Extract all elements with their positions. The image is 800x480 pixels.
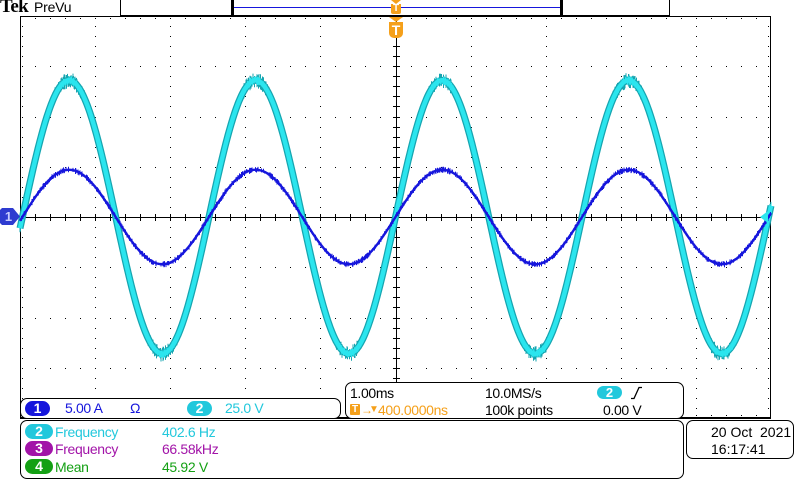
time-label: 16:17:41 xyxy=(711,441,766,457)
down-arrow-icon xyxy=(389,17,403,22)
trigger-t-icon: T xyxy=(391,3,401,14)
measurement-1-name: Frequency xyxy=(55,424,118,440)
measurement-panel: 2 Frequency 402.6 Hz 3 Frequency 66.58kH… xyxy=(20,420,684,479)
acquisition-mode-label: PreVu xyxy=(34,0,72,15)
down-arrow-icon xyxy=(391,0,401,4)
channel-2-scale: 25.0 V xyxy=(225,400,264,416)
horizontal-trigger-panel: 1.00ms 10.0MS/s 2 T → ▼ 400.0000ns 100k … xyxy=(345,382,684,419)
channel-1-trace-noise xyxy=(21,166,771,268)
delay-marker-icon: ▼ xyxy=(369,404,379,415)
measurement-2-value: 66.58kHz xyxy=(162,441,219,457)
trigger-delay-icon: T xyxy=(350,404,360,415)
brand-logo: Tek xyxy=(0,0,29,17)
channel-1-marker-icon xyxy=(0,208,20,225)
record-length: 100k points xyxy=(485,402,553,418)
channel-2-badge: 2 xyxy=(187,400,212,416)
trigger-level-marker-icon xyxy=(760,211,768,223)
datetime-panel: 20 Oct 2021 16:17:41 xyxy=(686,420,794,459)
measurement-3-value: 45.92 V xyxy=(162,459,208,475)
trigger-source-badge: 2 xyxy=(597,386,622,399)
measurement-2-badge: 3 xyxy=(25,441,53,456)
delay-arrow-icon: → xyxy=(361,403,373,417)
measurement-1-badge: 2 xyxy=(25,424,53,439)
channel-2-trace-highlight xyxy=(20,76,772,358)
channel-scale-panel: 1 5.00 A Ω 2 25.0 V xyxy=(20,398,341,419)
measurement-2-name: Frequency xyxy=(55,441,118,457)
rising-edge-icon xyxy=(631,386,642,400)
time-per-division: 1.00ms xyxy=(350,385,394,401)
termination-icon: Ω xyxy=(130,400,141,416)
channel-1-ground-marker: 1 xyxy=(0,208,21,225)
channel-1-scale: 5.00 A xyxy=(65,400,103,416)
measurement-3-name: Mean xyxy=(55,459,89,475)
measurement-3-badge: 4 xyxy=(25,459,53,474)
trigger-position-marker: T xyxy=(389,17,403,38)
measurement-1-value: 402.6 Hz xyxy=(162,424,216,440)
date-label: 20 Oct 2021 xyxy=(711,424,792,440)
trigger-t-icon: T xyxy=(389,22,403,38)
record-view-window xyxy=(231,0,563,16)
channel-1-marker-label: 1 xyxy=(4,209,13,224)
record-trigger-marker: T xyxy=(391,0,401,14)
horizontal-delay: 400.0000ns xyxy=(378,402,448,418)
trigger-level: 0.00 V xyxy=(603,402,642,418)
sample-rate: 10.0MS/s xyxy=(485,385,542,401)
channel-1-badge: 1 xyxy=(25,400,50,416)
